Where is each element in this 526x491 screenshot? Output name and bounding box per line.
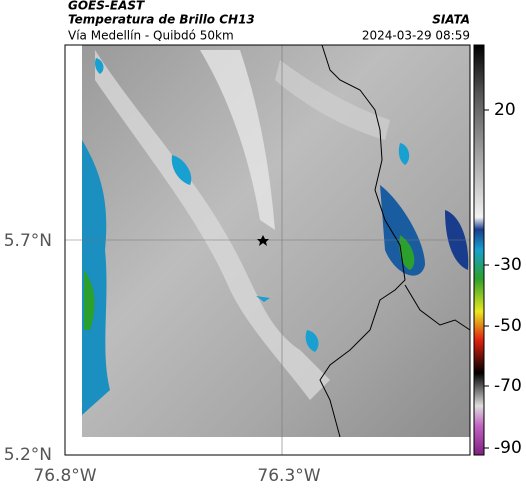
colorbar-ticks: 20 -30 -50 -70 -90 (484, 100, 522, 458)
source: GOES-EAST (68, 0, 145, 13)
timestamp: 2024-03-29 08:59 (362, 29, 470, 43)
map-frame (64, 44, 471, 456)
colorbar-label: -30 (494, 255, 522, 275)
title: Temperatura de Brillo CH13 (68, 13, 255, 27)
lat-label: 5.2°N (4, 445, 52, 465)
lat-label: 5.7°N (4, 231, 52, 251)
colorbar-label: -90 (494, 438, 522, 458)
map-image (82, 44, 471, 438)
subtitle: Vía Medellín - Quibdó 50km (68, 29, 234, 43)
colorbar-label: -70 (494, 376, 522, 396)
lon-label: 76.8°W (33, 466, 96, 486)
colorbar-label: 20 (494, 100, 516, 120)
lon-label: 76.3°W (257, 466, 320, 486)
agency: SIATA (432, 13, 470, 27)
city-marker (257, 235, 269, 246)
colorbar (473, 44, 485, 456)
colorbar-label: -50 (494, 316, 522, 336)
